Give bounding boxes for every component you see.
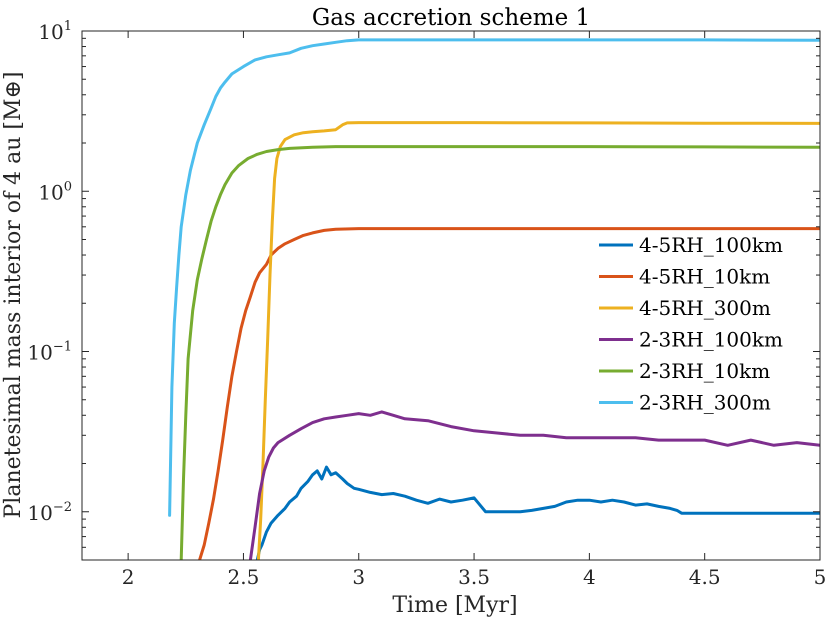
x-tick-label: 3.5 [458, 565, 490, 589]
x-tick-label: 3 [352, 565, 365, 589]
x-tick-label: 2 [122, 565, 135, 589]
legend: 4-5RH_100km 4-5RH_10km 4-5RH_300m 2-3RH_100… [599, 233, 783, 415]
series-line-5 [168, 38, 820, 517]
legend-label-1: 4-5RH_10km [639, 265, 770, 289]
x-tick-label: 5 [814, 565, 827, 589]
y-tick-label: 100 [38, 179, 72, 204]
y-tick-exponent: 1 [64, 19, 72, 34]
legend-label-5: 2-3RH_300m [639, 391, 771, 415]
y-tick-base: 10 [38, 20, 63, 44]
axis-frame [81, 30, 821, 561]
legend-label-0: 4-5RH_100km [639, 233, 783, 257]
y-tick-exponent: −1 [53, 340, 72, 355]
series-line-1 [198, 227, 820, 560]
series-layer [168, 38, 820, 560]
x-tick-label: 4 [583, 565, 596, 589]
series-line-3 [248, 410, 820, 560]
y-tick-base: 10 [38, 180, 63, 204]
y-tick-exponent: 0 [64, 179, 72, 194]
series-line-0 [255, 465, 820, 560]
y-tick-label: 10−1 [27, 340, 72, 365]
series-line-4 [179, 145, 820, 560]
y-axis-title: Planetesimal mass interior of 4 au [M⊕] [1, 71, 26, 518]
legend-label-2: 4-5RH_300m [639, 296, 771, 320]
legend-label-4: 2-3RH_10km [639, 359, 770, 383]
series-line-2 [256, 121, 820, 560]
legend-label-3: 2-3RH_100km [639, 328, 783, 352]
y-tick-base: 10 [27, 341, 52, 365]
x-axis-title: Time [Myr] [392, 593, 517, 618]
chart-title: Gas accretion scheme 1 [312, 5, 590, 31]
y-tick-base: 10 [27, 501, 52, 525]
y-tick-label: 10−2 [27, 500, 72, 525]
y-tick-exponent: −2 [53, 500, 72, 515]
x-tick-label: 2.5 [228, 565, 260, 589]
y-tick-label: 101 [38, 19, 72, 44]
axes-box [81, 30, 821, 561]
x-tick-label: 4.5 [689, 565, 721, 589]
